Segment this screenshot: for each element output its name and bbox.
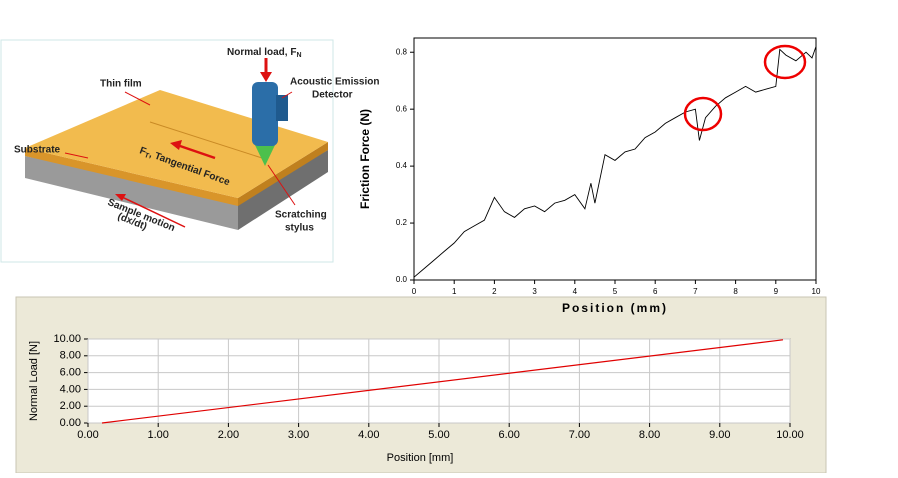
x-tick-label: 0 <box>412 287 417 296</box>
x-tick-label: 0.00 <box>77 429 98 441</box>
x-tick-label: 7.00 <box>569 429 590 441</box>
x-tick-label: 4 <box>573 287 578 296</box>
x-tick-label: 4.00 <box>358 429 379 441</box>
pointer <box>64 152 89 159</box>
stylus-tip <box>255 145 275 166</box>
y-tick-label: 0.00 <box>60 417 81 429</box>
label: Scratching <box>275 210 327 221</box>
y-tick-label: 0.6 <box>396 104 408 113</box>
x-tick-label: 9 <box>774 287 779 296</box>
data-line <box>413 46 817 278</box>
substrate-front <box>25 156 238 230</box>
x-tick-label: 3.00 <box>288 429 309 441</box>
x-tick-label: 1.00 <box>147 429 168 441</box>
y-axis-title: Normal Load [N] <box>28 341 40 421</box>
substrate-side <box>238 150 328 230</box>
pointer <box>267 164 296 206</box>
motion-arrow <box>121 196 186 228</box>
label: Substrate <box>14 145 61 156</box>
detector-body <box>252 82 278 146</box>
force-arrow-head <box>170 140 182 150</box>
label: F <box>138 145 148 157</box>
x-tick-label: 8 <box>733 287 738 296</box>
plot-area <box>413 37 817 281</box>
label: N <box>296 52 301 59</box>
y-tick-label: 0.8 <box>396 47 408 56</box>
x-tick-label: 7 <box>693 287 698 296</box>
x-tick-label: 10.00 <box>776 429 804 441</box>
x-tick-label: 5.00 <box>428 429 449 441</box>
label: Detector <box>312 90 353 101</box>
highlight-circle <box>683 96 723 132</box>
x-axis-title: Position (mm) <box>562 301 668 315</box>
pointer <box>124 91 151 106</box>
detector-sensor <box>276 95 288 121</box>
x-tick-label: 2.00 <box>218 429 239 441</box>
load-arrow-head <box>260 72 272 82</box>
x-tick-label: 5 <box>613 287 618 296</box>
x-tick-label: 6.00 <box>498 429 519 441</box>
force-arrow <box>179 144 216 160</box>
pointer <box>281 91 293 99</box>
film-side <box>238 142 328 206</box>
y-tick-label: 4.00 <box>60 383 81 395</box>
x-tick-label: 10 <box>812 287 821 296</box>
y-tick-label: 8.00 <box>60 350 81 362</box>
y-tick-label: 2.00 <box>60 400 81 412</box>
scratch-track <box>149 121 263 159</box>
x-tick-label: 9.00 <box>709 429 730 441</box>
y-axis-title: Friction Force (N) <box>358 109 372 209</box>
motion-arrow-head <box>115 194 126 201</box>
data-line <box>101 339 784 424</box>
label: Normal load, F <box>227 47 296 58</box>
x-tick-label: 6 <box>653 287 658 296</box>
highlight-circle <box>763 44 807 80</box>
label: T <box>143 152 150 160</box>
y-tick-label: 10.00 <box>53 333 81 345</box>
x-tick-label: 8.00 <box>639 429 660 441</box>
film-front <box>25 148 238 206</box>
label: Thin film <box>100 79 142 90</box>
label: Normal load, FN <box>227 47 302 59</box>
label: stylus <box>285 223 314 234</box>
y-tick-label: 6.00 <box>60 367 81 379</box>
x-tick-label: 2 <box>492 287 497 296</box>
x-axis-title: Position [mm] <box>387 452 454 464</box>
y-tick-label: 0.4 <box>396 161 408 170</box>
y-tick-label: 0.0 <box>396 275 408 284</box>
x-tick-label: 1 <box>452 287 457 296</box>
x-tick-label: 3 <box>532 287 537 296</box>
label: Acoustic Emission <box>290 77 379 88</box>
y-tick-label: 0.2 <box>396 218 408 227</box>
